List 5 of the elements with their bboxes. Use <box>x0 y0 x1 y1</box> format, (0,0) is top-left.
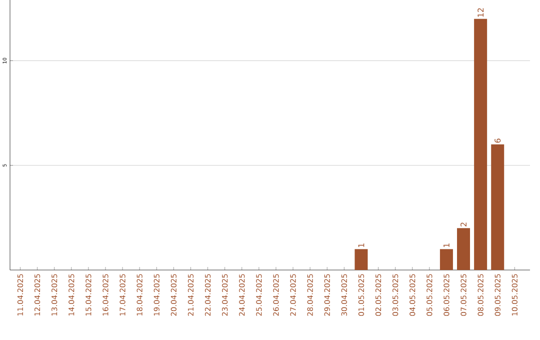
bar <box>491 144 504 270</box>
bar <box>354 249 368 270</box>
bar <box>457 228 470 270</box>
bar <box>440 249 453 270</box>
bar <box>474 18 488 270</box>
